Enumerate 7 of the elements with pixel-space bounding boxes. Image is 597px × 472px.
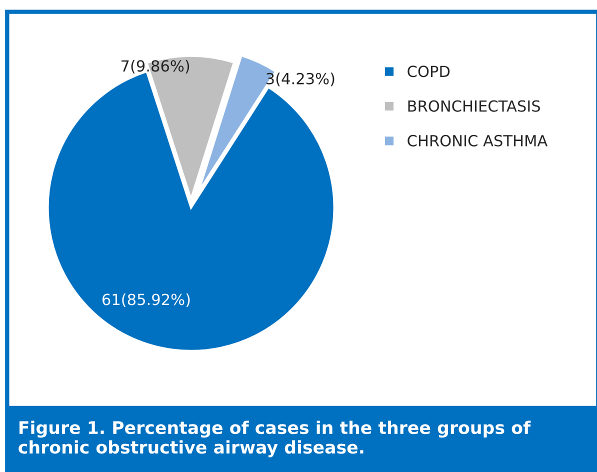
data-label: 61(85.92%) <box>102 293 190 308</box>
text: Figure 1. Percentage of cases in the three groups of chronic obstructive airway disease. <box>18 420 531 458</box>
data-label: 7(9.86%) <box>122 60 190 74</box>
legend-label: BRONCHIECTASIS <box>408 100 540 112</box>
legend-label: COPD <box>408 66 450 78</box>
data-label: 3(4.23%) <box>266 72 334 86</box>
legend-label: CHRONIC ASTHMA <box>408 134 548 146</box>
